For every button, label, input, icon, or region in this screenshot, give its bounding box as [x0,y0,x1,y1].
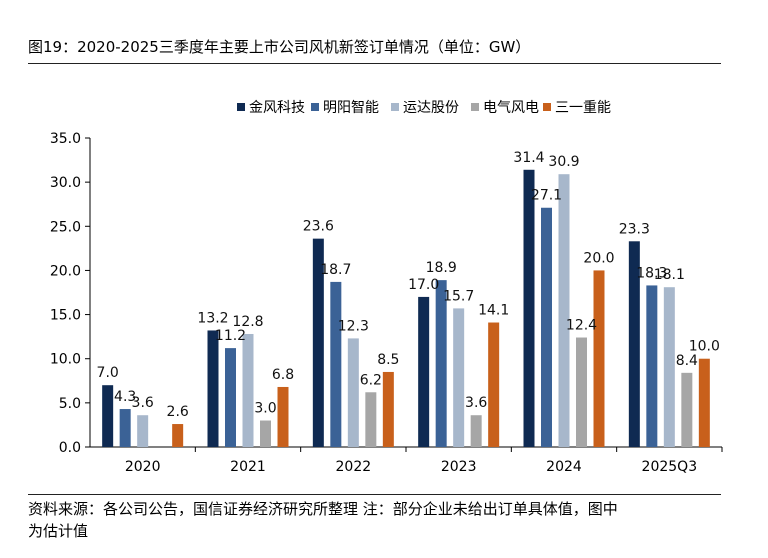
bar [593,270,605,447]
data-label: 7.0 [97,365,119,381]
data-label: 18.1 [654,267,685,283]
bar [312,238,324,447]
bar [628,241,640,447]
bar [470,415,482,447]
y-axis: 0.0 5.0 10.0 15.0 20.0 25.0 30.0 35.0 [50,131,91,456]
bar [681,372,693,447]
data-label: 13.2 [197,310,228,326]
data-label: 14.1 [478,303,509,319]
title-divider [28,63,721,64]
bar-chart: 金风科技 明阳智能 运达股份 电气风电 三一重能 0.0 5.0 10.0 15.0 20.0 2… [50,100,723,475]
x-tick-label: 2021 [230,459,266,475]
data-label: 27.1 [531,188,562,204]
data-label: 8.5 [377,352,399,368]
bar [225,348,236,447]
data-label: 23.3 [619,221,650,237]
x-tick-label: 2022 [336,459,372,475]
legend-label: 运达股份 [403,100,459,116]
legend-label: 电气风电 [483,100,539,116]
bar [277,386,289,447]
y-tick-label: 10.0 [50,352,81,368]
data-label: 12.4 [566,318,597,334]
bar [541,207,552,447]
chart-title: 图19：2020-2025三季度年主要上市公司风机新签订单情况（单位：GW） [28,38,531,56]
source-line-2: 为估计值 [28,522,89,540]
bar [698,358,710,447]
y-tick-label: 5.0 [59,396,81,412]
legend-label: 明阳智能 [323,100,379,116]
bar [663,287,675,447]
bars [102,169,710,448]
legend-swatch [237,103,245,111]
source-line-1: 资料来源：各公司公告，国信证券经济研究所整理 注：部分企业未给出订单具体值，图中 [28,500,618,518]
data-label: 18.9 [426,260,457,276]
bar [435,280,447,447]
x-axis: 2020 2021 2022 2023 2024 2025Q3 [90,446,723,475]
bar [418,296,430,447]
bar [365,392,377,447]
data-label: 2.6 [167,404,189,420]
bar [242,333,254,447]
bar [488,322,500,447]
bar [137,415,149,447]
data-label: 3.0 [254,401,276,417]
data-label: 30.9 [548,154,579,170]
x-tick-label: 2024 [546,459,582,475]
bar [523,169,535,448]
data-label: 6.8 [272,367,294,383]
x-tick-label: 2025Q3 [642,459,698,475]
legend-label: 三一重能 [555,100,611,116]
x-tick-label: 2023 [441,459,477,475]
bar [172,424,184,447]
bar [260,420,271,447]
bar [453,308,465,447]
data-label: 31.4 [513,150,544,166]
bar [207,330,219,447]
data-label: 6.2 [360,372,382,388]
data-label: 8.4 [676,353,698,369]
y-tick-label: 20.0 [50,263,81,279]
data-label: 3.6 [465,395,487,411]
legend-swatch [311,103,319,111]
bar [330,281,342,447]
bar [558,174,570,447]
data-label: 3.6 [132,395,154,411]
y-tick-label: 0.0 [59,440,81,456]
data-label: 18.3 [636,265,667,281]
data-label: 11.2 [215,328,246,344]
legend-swatch [471,103,479,111]
data-label: 15.7 [443,288,474,304]
data-label: 17.0 [408,277,439,293]
y-tick-label: 30.0 [50,175,81,191]
x-tick-label: 2020 [125,459,161,475]
data-label: 12.8 [232,314,263,330]
data-labels: 7.04.33.62.613.211.212.83.06.823.618.712… [97,150,720,420]
legend-label: 金风科技 [249,100,305,116]
bar [576,337,587,447]
y-tick-label: 25.0 [50,219,81,235]
data-label: 12.3 [338,318,369,334]
bar [102,385,114,447]
source-note: 资料来源：各公司公告，国信证券经济研究所整理 注：部分企业未给出订单具体值，图中… [28,498,718,542]
data-label: 18.7 [320,262,351,278]
bar [646,285,658,447]
legend-swatch [391,103,399,111]
data-label: 4.3 [114,389,136,405]
data-label: 20.0 [583,250,614,266]
legend-swatch [543,103,551,111]
bar [119,409,131,447]
data-label: 10.0 [689,339,720,355]
legend: 金风科技 明阳智能 运达股份 电气风电 三一重能 [237,100,611,116]
y-tick-label: 15.0 [50,308,81,324]
bar [347,338,359,447]
data-label: 23.6 [303,219,334,235]
footer-divider [28,494,721,495]
y-tick-label: 35.0 [50,131,81,147]
bar [382,371,394,447]
